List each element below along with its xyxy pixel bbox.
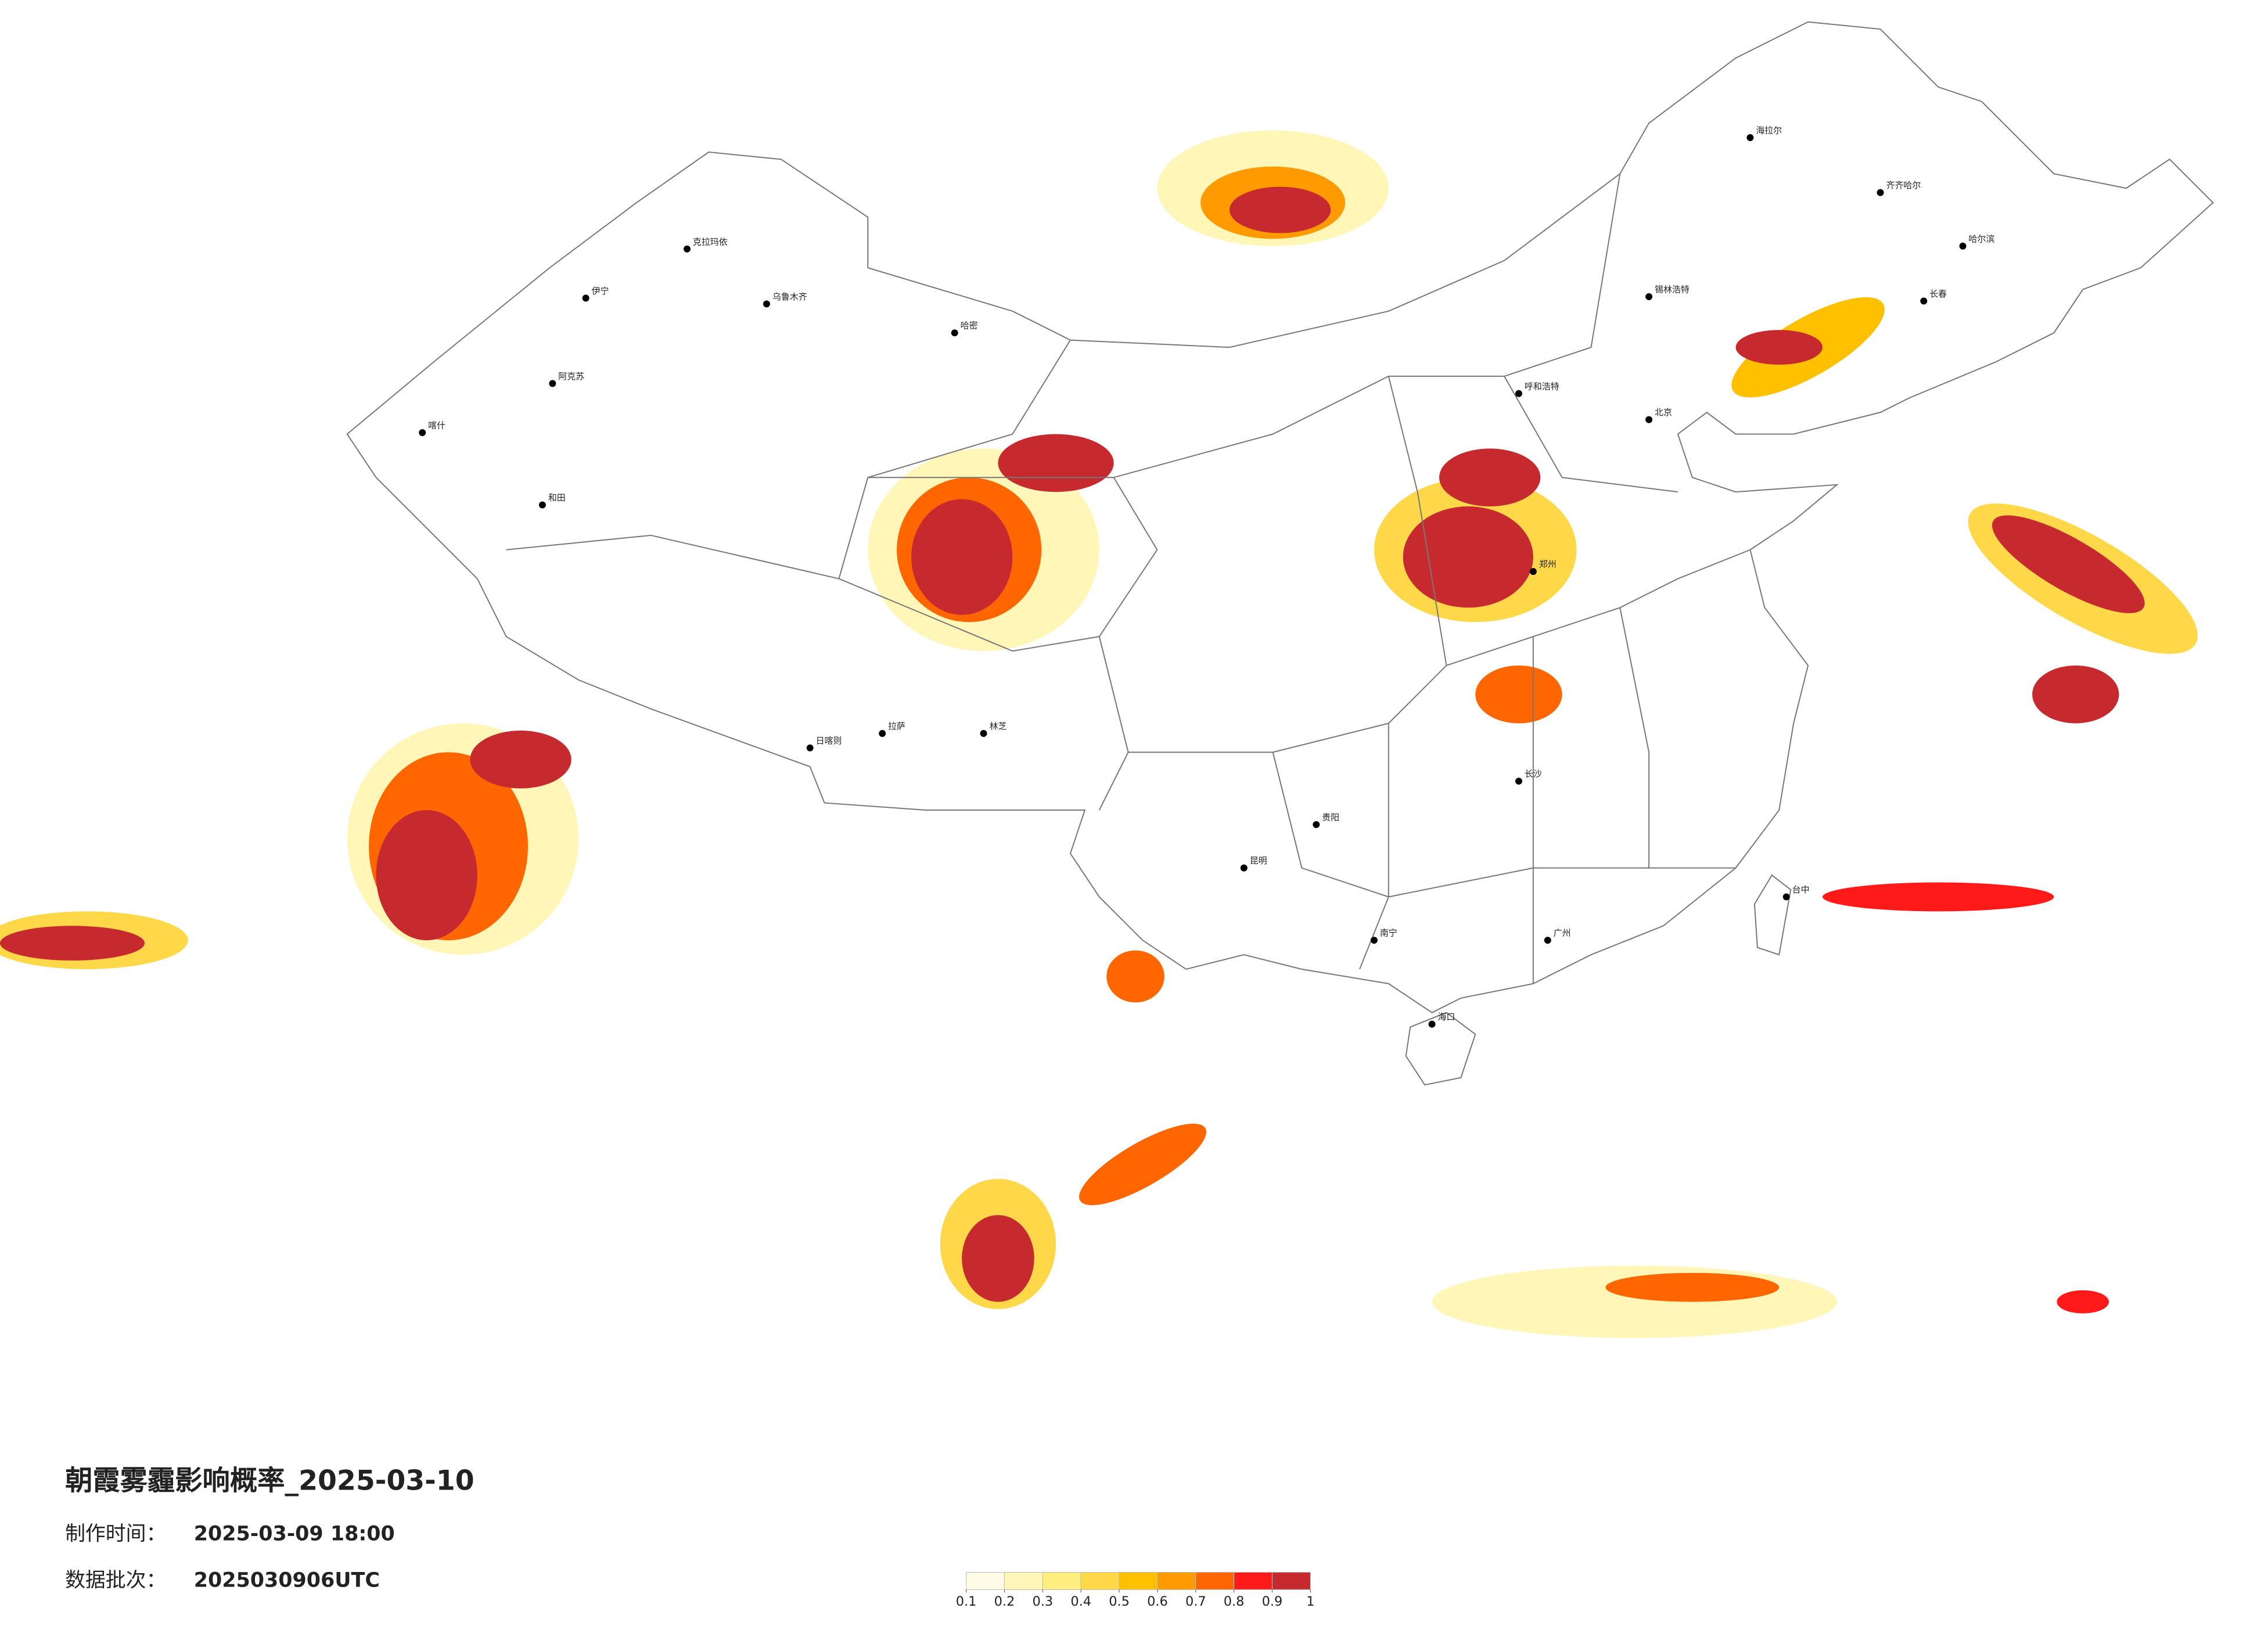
city-label: 克拉玛依 [693, 236, 728, 247]
city-dot [1313, 821, 1320, 828]
legend-swatch [1080, 1571, 1120, 1590]
city-dot [1529, 568, 1537, 575]
city-label: 呼和浩特 [1525, 381, 1559, 391]
city-dot [1746, 134, 1754, 141]
city-dot [419, 429, 426, 436]
city-dot [763, 300, 770, 308]
city-label: 北京 [1655, 407, 1672, 418]
city-dot [582, 294, 590, 302]
city-label: 锡林浩特 [1655, 284, 1690, 294]
legend-swatch [966, 1571, 1005, 1590]
city-label: 齐齐哈尔 [1886, 180, 1921, 190]
legend-tick-label: 0.3 [1033, 1594, 1054, 1609]
city-dot [951, 329, 958, 337]
legend-swatch [1004, 1571, 1043, 1590]
legend: 0.1 0.2 0.3 0.4 0.5 0.6 0.7 0.8 0.9 1 [956, 1571, 1314, 1609]
legend-swatch [1119, 1571, 1158, 1590]
legend-tick-label: 0.7 [1185, 1594, 1206, 1609]
city-label: 喀什 [428, 420, 445, 431]
city-label: 贵阳 [1322, 812, 1339, 822]
legend-swatch [1234, 1571, 1273, 1590]
city-label: 广州 [1554, 928, 1571, 938]
city-dot [1920, 297, 1928, 305]
city-dot [1877, 189, 1884, 196]
probability-field [0, 130, 2198, 1339]
legend-tick-label: 1 [1306, 1594, 1314, 1609]
city-label: 海口 [1437, 1012, 1455, 1022]
city-dot [1428, 1020, 1436, 1028]
legend-tick-label: 0.2 [994, 1594, 1015, 1609]
city-dot [683, 245, 691, 253]
city-label: 海拉尔 [1756, 125, 1782, 135]
city-dot [1645, 293, 1653, 300]
city-label: 日喀则 [816, 735, 842, 746]
city-label: 哈密 [961, 321, 978, 331]
city-dot [538, 501, 546, 509]
map-title: 朝霞雾霾影响概率_2025-03-10 [65, 1465, 475, 1497]
legend-tick-label: 0.1 [956, 1594, 977, 1609]
info-label: 制作时间： [65, 1523, 166, 1546]
city-dot [1370, 937, 1378, 944]
borders [346, 21, 2214, 1086]
city-label: 南宁 [1380, 928, 1397, 938]
caption: 朝霞雾霾影响概率_2025-03-10 制作时间： 2025-03-09 18:… [65, 1465, 475, 1592]
city-dot [1782, 893, 1790, 901]
city-label: 伊宁 [592, 286, 609, 296]
city-label: 阿克苏 [558, 371, 584, 382]
info-label: 数据批次： [65, 1569, 166, 1592]
city-label: 昆明 [1250, 855, 1267, 866]
city-label: 郑州 [1539, 559, 1557, 570]
city-dot [1515, 778, 1522, 785]
city-label: 和田 [548, 492, 566, 503]
legend-swatch [1271, 1571, 1311, 1590]
legend-swatch [1195, 1571, 1235, 1590]
city-dot [1959, 242, 1967, 250]
city-dot [806, 744, 814, 751]
city-dot [879, 730, 886, 738]
city-label: 乌鲁木齐 [772, 292, 807, 302]
city-dot [1515, 390, 1522, 397]
city-dot [1544, 937, 1551, 944]
city-dot [1240, 864, 1248, 872]
city-dot [549, 380, 556, 387]
legend-swatch [1157, 1571, 1196, 1590]
legend-tick-label: 0.6 [1147, 1594, 1168, 1609]
city-label: 哈尔滨 [1968, 233, 1994, 244]
legend-tick-label: 0.9 [1262, 1594, 1283, 1609]
info-value: 2025030906UTC [194, 1569, 380, 1592]
legend-tick-label: 0.5 [1109, 1594, 1130, 1609]
city-label: 台中 [1792, 884, 1810, 895]
city-dot [980, 730, 987, 738]
city-label: 林芝 [989, 721, 1007, 732]
legend-tick-label: 0.4 [1070, 1594, 1091, 1609]
city-dot [1645, 416, 1653, 423]
legend-swatch [1042, 1571, 1081, 1590]
info-value: 2025-03-09 18:00 [194, 1523, 395, 1546]
city-label: 长沙 [1525, 769, 1542, 779]
city-label: 长春 [1929, 289, 1947, 299]
city-label: 拉萨 [888, 721, 905, 732]
legend-tick-label: 0.8 [1224, 1594, 1245, 1609]
